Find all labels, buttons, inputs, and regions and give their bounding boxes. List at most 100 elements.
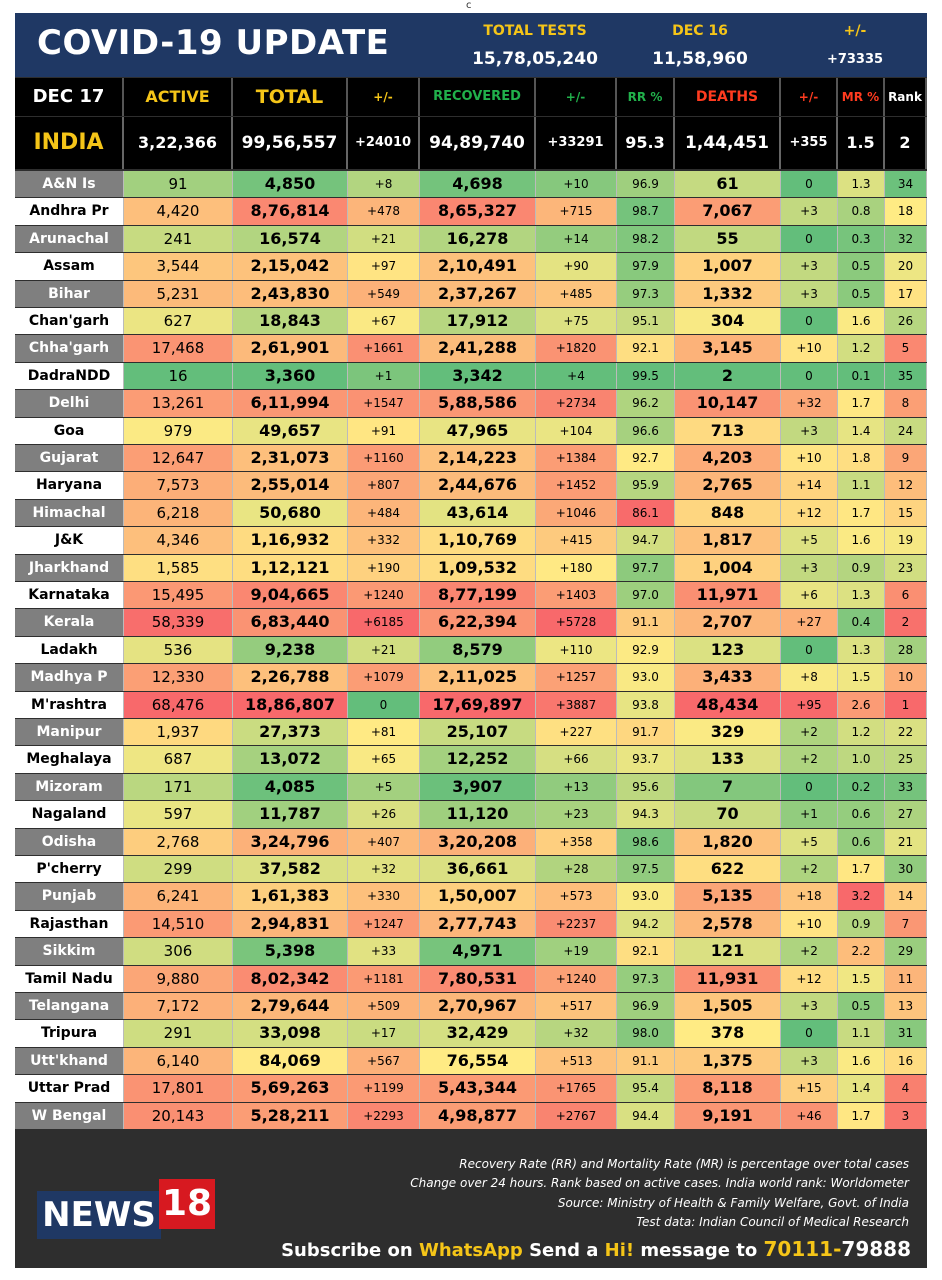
column-header-state: DEC 17 bbox=[15, 78, 124, 116]
cell-mr: 0.5 bbox=[838, 280, 885, 307]
cell-rank: 2 bbox=[885, 609, 927, 636]
table-row: Meghalaya 687 13,072 +65 12,252 +66 93.7 133 +2 1… bbox=[15, 746, 927, 773]
cell-recovered-change: +14 bbox=[536, 225, 617, 253]
cell-deaths: 10,147 bbox=[675, 390, 781, 417]
cell-recovered-change: +1820 bbox=[536, 335, 617, 362]
table-row: Chha'garh 17,468 2,61,901 +1661 2,41,288 +182… bbox=[15, 335, 927, 362]
cell-recovered: 12,252 bbox=[420, 746, 536, 773]
cell-total-change: +330 bbox=[348, 883, 420, 910]
cell-active: 299 bbox=[124, 856, 233, 883]
cell-total-change: +1 bbox=[348, 362, 420, 390]
table-row: A&N Is 91 4,850 +8 4,698 +10 96.9 61 0 1.3 34 bbox=[15, 171, 927, 198]
tests-change-label: +/- bbox=[843, 23, 867, 39]
whatsapp-text: WhatsApp bbox=[418, 1240, 523, 1261]
cell-active: 17,801 bbox=[124, 1075, 233, 1102]
india-rank: 2 bbox=[885, 117, 927, 169]
cell-mr: 1.2 bbox=[838, 335, 885, 362]
cell-rank: 4 bbox=[885, 1075, 927, 1102]
cell-state: Chha'garh bbox=[15, 335, 124, 362]
cell-rr: 94.2 bbox=[617, 910, 675, 938]
cell-rr: 91.1 bbox=[617, 609, 675, 636]
cell-total: 11,787 bbox=[233, 801, 348, 828]
cell-total: 2,79,644 bbox=[233, 993, 348, 1020]
cell-total: 50,680 bbox=[233, 499, 348, 527]
table-row: Delhi 13,261 6,11,994 +1547 5,88,586 +2734 96.… bbox=[15, 390, 927, 417]
cell-total-change: +807 bbox=[348, 472, 420, 499]
table-row: Ladakh 536 9,238 +21 8,579 +110 92.9 123 0 1.3 28 bbox=[15, 636, 927, 664]
cell-deaths: 1,004 bbox=[675, 554, 781, 581]
cell-rank: 15 bbox=[885, 499, 927, 527]
cell-rr: 98.0 bbox=[617, 1020, 675, 1047]
table-row: Utt'khand 6,140 84,069 +567 76,554 +513 91.1 1,… bbox=[15, 1047, 927, 1075]
cell-state: P'cherry bbox=[15, 856, 124, 883]
cell-total: 5,28,211 bbox=[233, 1102, 348, 1129]
cell-rr: 93.8 bbox=[617, 691, 675, 718]
cell-deaths-change: +12 bbox=[781, 499, 838, 527]
cell-active: 536 bbox=[124, 636, 233, 664]
cell-mr: 1.4 bbox=[838, 1075, 885, 1102]
cell-deaths-change: 0 bbox=[781, 1020, 838, 1047]
table-row: Gujarat 12,647 2,31,073 +1160 2,14,223 +1384 9… bbox=[15, 445, 927, 472]
cell-mr: 2.2 bbox=[838, 938, 885, 965]
cell-total: 49,657 bbox=[233, 417, 348, 444]
cell-total-change: +190 bbox=[348, 554, 420, 581]
cell-recovered: 3,907 bbox=[420, 773, 536, 801]
cell-recovered: 5,43,344 bbox=[420, 1075, 536, 1102]
cell-recovered-change: +1257 bbox=[536, 664, 617, 691]
cell-total-change: +1547 bbox=[348, 390, 420, 417]
table-row: Arunachal 241 16,574 +21 16,278 +14 98.2 55 0 0.3… bbox=[15, 225, 927, 253]
cell-recovered-change: +358 bbox=[536, 828, 617, 855]
cell-active: 597 bbox=[124, 801, 233, 828]
cell-total: 4,085 bbox=[233, 773, 348, 801]
cell-deaths: 61 bbox=[675, 171, 781, 198]
cell-total-change: +33 bbox=[348, 938, 420, 965]
india-deaths: 1,44,451 bbox=[675, 117, 781, 169]
cell-recovered: 2,14,223 bbox=[420, 445, 536, 472]
cell-mr: 1.2 bbox=[838, 719, 885, 746]
cell-mr: 0.9 bbox=[838, 910, 885, 938]
cell-rank: 32 bbox=[885, 225, 927, 253]
cell-total-change: +65 bbox=[348, 746, 420, 773]
cell-mr: 1.7 bbox=[838, 499, 885, 527]
cell-recovered-change: +227 bbox=[536, 719, 617, 746]
cell-total: 3,360 bbox=[233, 362, 348, 390]
cell-deaths: 2,765 bbox=[675, 472, 781, 499]
cell-recovered: 43,614 bbox=[420, 499, 536, 527]
cell-state: A&N Is bbox=[15, 171, 124, 198]
cell-recovered: 8,77,199 bbox=[420, 582, 536, 609]
cell-rr: 92.9 bbox=[617, 636, 675, 664]
cell-rank: 12 bbox=[885, 472, 927, 499]
cell-total-change: +5 bbox=[348, 773, 420, 801]
cell-state: Jharkhand bbox=[15, 554, 124, 581]
cell-recovered-change: +28 bbox=[536, 856, 617, 883]
cell-recovered-change: +13 bbox=[536, 773, 617, 801]
cell-state: Tamil Nadu bbox=[15, 965, 124, 992]
cell-total-change: +2293 bbox=[348, 1102, 420, 1129]
cell-mr: 0.5 bbox=[838, 993, 885, 1020]
cell-deaths-change: +3 bbox=[781, 198, 838, 225]
cell-recovered: 2,44,676 bbox=[420, 472, 536, 499]
cell-total-change: +8 bbox=[348, 171, 420, 198]
cell-total: 18,86,807 bbox=[233, 691, 348, 718]
cell-total-change: +1247 bbox=[348, 910, 420, 938]
cell-recovered-change: +19 bbox=[536, 938, 617, 965]
cell-total: 37,582 bbox=[233, 856, 348, 883]
cell-rr: 97.0 bbox=[617, 582, 675, 609]
cell-deaths-change: +18 bbox=[781, 883, 838, 910]
cell-deaths-change: +2 bbox=[781, 719, 838, 746]
india-total: 99,56,557 bbox=[233, 117, 348, 169]
cell-recovered: 76,554 bbox=[420, 1047, 536, 1075]
cell-rank: 1 bbox=[885, 691, 927, 718]
cell-recovered-change: +573 bbox=[536, 883, 617, 910]
tests-change-value: +73335 bbox=[826, 52, 884, 67]
cell-active: 12,647 bbox=[124, 445, 233, 472]
cell-state: M'rashtra bbox=[15, 691, 124, 718]
column-header-mr: MR % bbox=[838, 78, 885, 116]
cell-recovered-change: +1240 bbox=[536, 965, 617, 992]
table-row: Odisha 2,768 3,24,796 +407 3,20,208 +358 98.6 1… bbox=[15, 828, 927, 856]
cell-rr: 97.5 bbox=[617, 856, 675, 883]
cell-active: 241 bbox=[124, 225, 233, 253]
test-date-label: DEC 16 bbox=[672, 23, 728, 39]
table-row: Telangana 7,172 2,79,644 +509 2,70,967 +517 96… bbox=[15, 993, 927, 1020]
cell-rank: 19 bbox=[885, 527, 927, 554]
